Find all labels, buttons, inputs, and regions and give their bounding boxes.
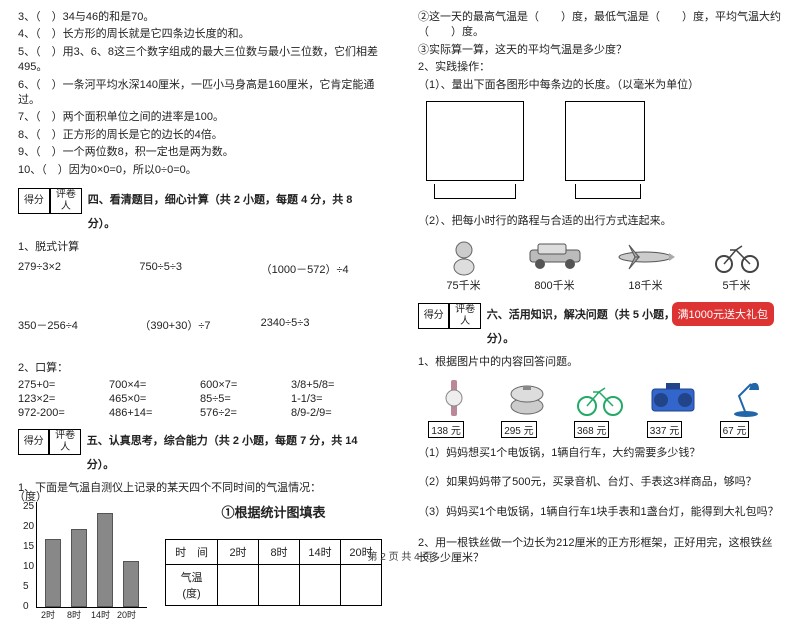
judge-item: 8、（ ）正方形的周长是它的边长的4倍。 (18, 128, 382, 143)
right-column: ②这一天的最高气温是（ ）度，最低气温是（ ）度，平均气温大约（ ）度。 ③实际… (400, 0, 800, 565)
bike2-icon (574, 377, 626, 419)
square-shape (565, 101, 645, 181)
oral-item: 486+14= (109, 407, 200, 419)
section-5-title: 五、认真思考，综合能力（共 2 小题，每题 7 分，共 14 分）。 (87, 429, 382, 477)
stat-title: ①根据统计图填表 (165, 502, 382, 521)
detach-title: 1、脱式计算 (18, 240, 382, 255)
oral-item: 1-1/3= (291, 393, 382, 405)
transport-row: 75千米 800千米 18千米 5千米 (418, 237, 782, 293)
transport-item: 75千米 (433, 237, 495, 293)
oral-row: 275+0= 700×4= 600×7= 3/8+5/8= (18, 379, 382, 391)
calc-item: 279÷3×2 (18, 261, 139, 277)
oral-item: 700×4= (109, 379, 200, 391)
calc-item: （390+30）÷7 (139, 317, 260, 333)
bike-icon (706, 237, 768, 277)
judge-list: 3、（ ）34与46的和是70。 4、（ ）长方形的周长就是它四条边长度的和。 … (18, 10, 382, 178)
shop-item: 337 元 (647, 377, 699, 438)
astronaut-icon (433, 237, 495, 277)
subq: （1）妈妈想买1个电饭锅，1辆自行车，大约需要多少钱？ (418, 446, 782, 461)
plane-icon (615, 237, 677, 277)
oral-item: 972-200= (18, 407, 109, 419)
shop-item: 368 元 (574, 377, 626, 438)
bar (123, 561, 139, 607)
reviewer-cell: 评卷人 (50, 188, 82, 214)
judge-item: 10、（ ）因为0×0=0，所以0÷0=0。 (18, 163, 382, 178)
oral-item: 3/8+5/8= (291, 379, 382, 391)
section-4-header: 得分 评卷人 四、看清题目，细心计算（共 2 小题，每题 4 分，共 8 分）。 (18, 188, 382, 236)
calc-row: 350－256÷4 （390+30）÷7 2340÷5÷3 (18, 317, 382, 333)
rect-shape (426, 101, 524, 181)
section-4-title: 四、看清题目，细心计算（共 2 小题，每题 4 分，共 8 分）。 (88, 188, 382, 236)
bracket-row (418, 188, 782, 206)
bracket (434, 184, 516, 199)
car-icon (524, 237, 586, 277)
shop-item: 295 元 (501, 377, 553, 438)
score-cell: 得分 (18, 429, 49, 455)
transport-item: 5千米 (706, 237, 768, 293)
bar (71, 529, 87, 607)
page-footer: 第 2 页 共 4 页 (0, 548, 800, 563)
q2: 2、实践操作： (418, 60, 782, 75)
q6-1: 1、根据图片中的内容回答问题。 (418, 355, 782, 370)
oral-row: 123×2= 465×0= 85÷5= 1-1/3= (18, 393, 382, 405)
reviewer-cell: 评卷人 (449, 303, 480, 329)
oral-item: 600×7= (200, 379, 291, 391)
shop-item: 138 元 (428, 377, 480, 438)
subq: （2）如果妈妈带了500元，买录音机、台灯、手表这3样商品，够吗？ (418, 475, 782, 490)
cooker-icon (501, 377, 553, 419)
q-top: ③实际算一算，这天的平均气温是多少度？ (418, 43, 782, 58)
q2-1: （1）、量出下面各图形中每条边的长度。（以毫米为单位） (418, 78, 782, 93)
calc-item: 2340÷5÷3 (261, 317, 382, 333)
calc-row: 279÷3×2 750÷5÷3 （1000－572）÷4 (18, 261, 382, 277)
oral-item: 85÷5= (200, 393, 291, 405)
td: 气温(度) (166, 565, 218, 606)
transport-item: 18千米 (615, 237, 677, 293)
section-5-header: 得分 评卷人 五、认真思考，综合能力（共 2 小题，每题 7 分，共 14 分）… (18, 429, 382, 477)
radio-icon (647, 377, 699, 419)
bracket (575, 184, 641, 199)
q-top: ②这一天的最高气温是（ ）度，最低气温是（ ）度，平均气温大约（ ）度。 (418, 10, 782, 41)
page: 3、（ ）34与46的和是70。 4、（ ）长方形的周长就是它四条边长度的和。 … (0, 0, 800, 565)
td (300, 565, 341, 606)
td (218, 565, 259, 606)
oral-item: 8/9-2/9= (291, 407, 382, 419)
judge-item: 7、（ ）两个面积单位之间的进率是100。 (18, 110, 382, 125)
judge-item: 3、（ ）34与46的和是70。 (18, 10, 382, 25)
judge-item: 5、（ ）用3、6、8这三个数字组成的最大三位数与最小三位数，它们相差495。 (18, 45, 382, 76)
judge-item: 4、（ ）长方形的周长就是它四条边长度的和。 (18, 27, 382, 42)
judge-item: 9、（ ）一个两位数8，积一定也是两为数。 (18, 145, 382, 160)
shop-row: 138 元 295 元 368 元 337 元 67 元 (418, 377, 782, 438)
oral-item: 123×2= (18, 393, 109, 405)
oral-item: 465×0= (109, 393, 200, 405)
shape-row (418, 95, 782, 188)
oral-row: 972-200= 486+14= 576÷2= 8/9-2/9= (18, 407, 382, 419)
td (259, 565, 300, 606)
q5-1: 1、下面是气温自测仪上记录的某天四个不同时间的气温情况： (18, 481, 382, 496)
q2-2: （2）、把每小时行的路程与合适的出行方式连起来。 (418, 214, 782, 229)
reviewer-cell: 评卷人 (49, 429, 80, 455)
judge-item: 6、（ ）一条河平均水深140厘米，一匹小马身高是160厘米，它肯定能通过。 (18, 78, 382, 109)
transport-item: 800千米 (524, 237, 586, 293)
oral-item: 275+0= (18, 379, 109, 391)
subq: （3）妈妈买1个电饭锅，1辆自行车1块手表和1盏台灯，能得到大礼包吗？ (418, 505, 782, 520)
calc-item: 750÷5÷3 (139, 261, 260, 277)
score-cell: 得分 (18, 188, 50, 214)
left-column: 3、（ ）34与46的和是70。 4、（ ）长方形的周长就是它四条边长度的和。 … (0, 0, 400, 565)
td (341, 565, 382, 606)
lamp-icon (720, 377, 772, 419)
calc-item: （1000－572）÷4 (261, 261, 382, 277)
shop-item: 67 元 (720, 377, 772, 438)
watch-icon (428, 377, 480, 419)
oral-title: 2、口算： (18, 361, 382, 376)
calc-item: 350－256÷4 (18, 317, 139, 333)
oral-item: 576÷2= (200, 407, 291, 419)
promo-badge: 满1000元送大礼包 (672, 302, 774, 326)
score-cell: 得分 (418, 303, 449, 329)
